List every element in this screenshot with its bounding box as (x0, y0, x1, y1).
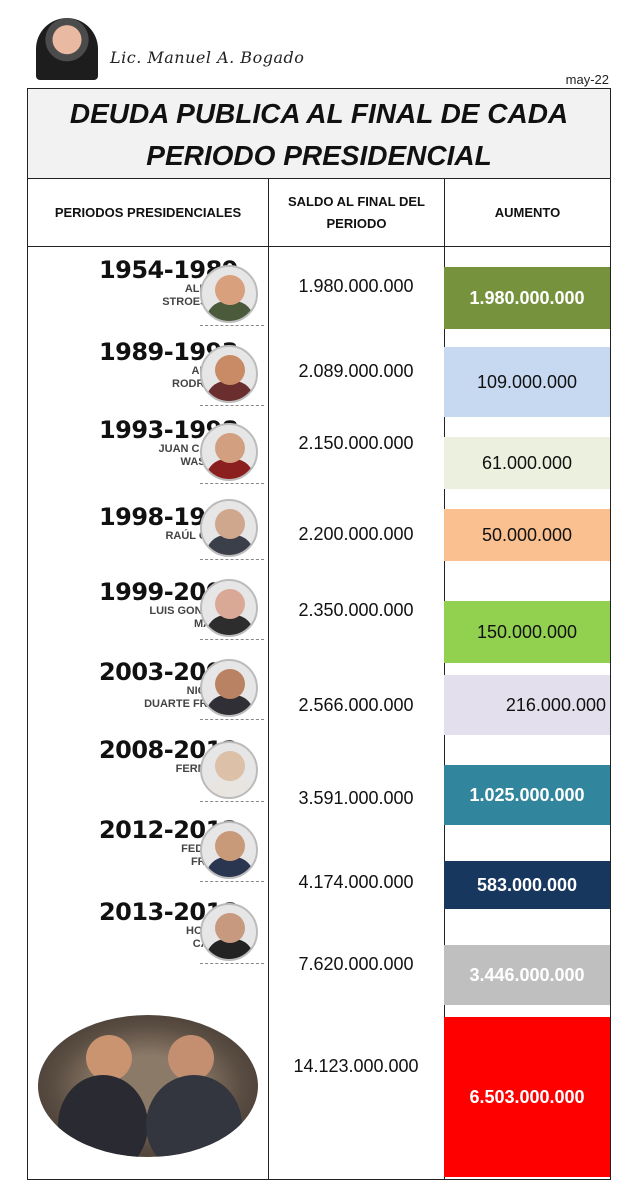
increase-value: 61.000.000 (444, 437, 610, 489)
column-header-periods: PERIODOS PRESIDENCIALES (28, 179, 268, 247)
column-divider (268, 247, 269, 1179)
president-photo (200, 345, 258, 403)
title-line-1: DEUDA PUBLICA AL FINAL DE CADA (69, 98, 569, 129)
balance-value: 7.620.000.000 (298, 954, 414, 974)
author-name: Lic. Manuel A. Bogado (110, 48, 305, 67)
increase-value: 216.000.000 (444, 675, 610, 735)
balance-value: 2.350.000.000 (298, 600, 414, 620)
table-title: DEUDA PUBLICA AL FINAL DE CADA PERIODO P… (28, 89, 610, 179)
balance-value: 2.089.000.000 (298, 361, 414, 381)
row-divider (200, 881, 264, 882)
president-photo (200, 821, 258, 879)
row-divider (200, 325, 264, 326)
president-photo (200, 659, 258, 717)
president-photo (200, 265, 258, 323)
increase-value: 1.980.000.000 (444, 267, 610, 329)
increase-value: 6.503.000.000 (444, 1017, 610, 1177)
row-divider (200, 639, 264, 640)
increase-value: 50.000.000 (444, 509, 610, 561)
row-divider (200, 559, 264, 560)
increase-value: 1.025.000.000 (444, 765, 610, 825)
row-divider (200, 719, 264, 720)
increase-value: 3.446.000.000 (444, 945, 610, 1005)
header: Lic. Manuel A. Bogado may-22 (0, 0, 629, 88)
row-divider (200, 801, 264, 802)
balance-value: 14.123.000.000 (293, 1056, 419, 1076)
president-photo (200, 741, 258, 799)
column-header-increase: AUMENTO (444, 179, 610, 247)
balance-value: 4.174.000.000 (298, 872, 414, 892)
date-label: may-22 (565, 72, 609, 87)
balance-value: 2.566.000.000 (298, 695, 414, 715)
president-photo (200, 423, 258, 481)
row-divider (200, 963, 264, 964)
title-line-2: PERIODO PRESIDENCIAL (146, 140, 492, 171)
president-photo (200, 579, 258, 637)
balance-value: 3.591.000.000 (298, 788, 414, 808)
author-photo (36, 18, 98, 80)
increase-value: 150.000.000 (444, 601, 610, 663)
president-photo (200, 499, 258, 557)
balance-value: 1.980.000.000 (298, 276, 414, 296)
increase-value: 583.000.000 (444, 861, 610, 909)
increase-value: 109.000.000 (444, 347, 610, 417)
president-photo (200, 903, 258, 961)
balance-value: 2.150.000.000 (298, 433, 414, 453)
group-photo (38, 1015, 258, 1157)
column-header-balance: SALDO AL FINAL DEL PERIODO (268, 179, 444, 247)
balance-value: 2.200.000.000 (298, 524, 414, 544)
debt-table: DEUDA PUBLICA AL FINAL DE CADA PERIODO P… (27, 88, 611, 1180)
row-divider (200, 405, 264, 406)
row-divider (200, 483, 264, 484)
